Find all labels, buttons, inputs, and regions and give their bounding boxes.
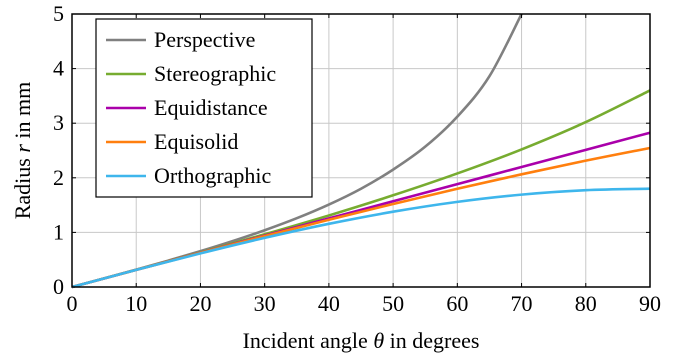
axis-ticks: 0 10 20 30 40 50 60 70 80 90 0 1 2 3 4 5 bbox=[53, 1, 661, 316]
legend-entry-label: Stereographic bbox=[154, 61, 276, 86]
series-line-orthographic bbox=[71, 187, 651, 289]
legend: Perspective Stereographic Equidistance Equi… bbox=[95, 18, 313, 198]
series-lines bbox=[71, 13, 651, 289]
x-tick-label: 20 bbox=[189, 291, 211, 316]
x-tick-label: 10 bbox=[125, 291, 147, 316]
legend-entry-label: Equidistance bbox=[154, 95, 268, 120]
x-tick-label: 0 bbox=[67, 291, 78, 316]
y-tick-label: 3 bbox=[53, 110, 64, 135]
x-tick-label: 90 bbox=[639, 291, 661, 316]
y-tick-label: 4 bbox=[53, 56, 64, 81]
x-tick-label: 30 bbox=[254, 291, 276, 316]
x-tick-label: 60 bbox=[446, 291, 468, 316]
y-tick-label: 5 bbox=[53, 1, 64, 26]
y-axis-label: Radius r in mm bbox=[10, 82, 35, 220]
legend-entry-label: Perspective bbox=[154, 27, 255, 52]
legend-entry-label: Orthographic bbox=[154, 163, 272, 188]
x-axis-label: Incident angle θ in degrees bbox=[243, 328, 480, 353]
y-tick-label: 0 bbox=[53, 274, 64, 299]
x-tick-label: 70 bbox=[511, 291, 533, 316]
x-tick-label: 50 bbox=[382, 291, 404, 316]
legend-entry-label: Equisolid bbox=[154, 129, 238, 154]
y-tick-label: 1 bbox=[53, 219, 64, 244]
x-tick-label: 80 bbox=[575, 291, 597, 316]
y-tick-label: 2 bbox=[53, 165, 64, 190]
plot-frame bbox=[71, 13, 651, 288]
x-tick-label: 40 bbox=[318, 291, 340, 316]
